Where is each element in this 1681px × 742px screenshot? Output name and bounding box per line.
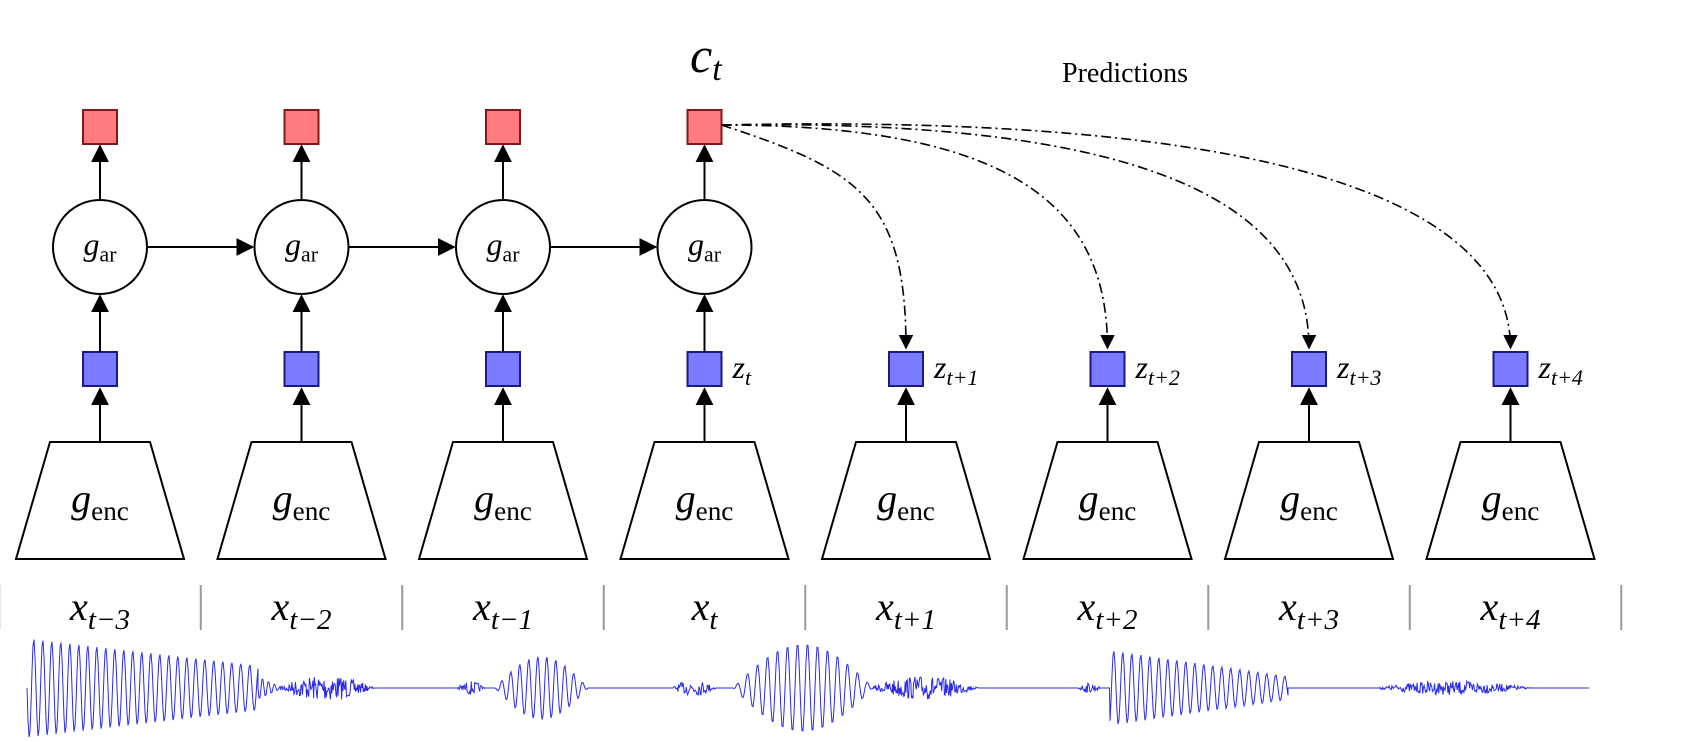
ar-label: gar — [487, 226, 521, 266]
column-0: xt−3 genc gar — [0, 109, 255, 636]
encoder-label: genc — [273, 476, 331, 526]
encoder-label: genc — [71, 476, 129, 526]
input-label: xt+3 — [1278, 584, 1339, 636]
context-c-square — [82, 109, 118, 145]
prediction-arrow — [721, 124, 914, 350]
latent-z-square — [1291, 351, 1327, 387]
prediction-arrow — [721, 123, 1317, 350]
column-2: xt−1 genc gar — [401, 109, 658, 636]
encoder-label: genc — [1280, 476, 1338, 526]
encoder-label: genc — [877, 476, 935, 526]
latent-z-square — [283, 351, 320, 387]
column-1: xt−2 genc gar — [199, 109, 456, 636]
column-4: xt+1 genc zt+1 — [804, 349, 992, 636]
encoder-block — [1223, 441, 1395, 560]
latent-z-square — [485, 351, 521, 387]
input-label: xt−3 — [69, 584, 130, 636]
latent-label: zt+3 — [1336, 349, 1381, 390]
latent-z-square — [1089, 351, 1126, 387]
input-label: xt−1 — [472, 584, 533, 636]
column-7: xt+4 genc zt+4 — [1408, 349, 1623, 636]
audio-waveform — [26, 639, 1590, 738]
prediction-arrow — [721, 124, 1115, 350]
encoder-block — [216, 441, 387, 560]
latent-z-square — [686, 351, 723, 387]
encoder-block — [1022, 441, 1193, 560]
column-6: xt+3 genc zt+3 — [1207, 349, 1395, 636]
context-c-square — [283, 109, 320, 145]
latent-label: zt+1 — [933, 349, 978, 390]
column-3: xt genc zt gar — [602, 109, 790, 636]
latent-z-square — [1492, 351, 1529, 387]
encoder-block — [619, 441, 790, 560]
context-title: ct — [690, 27, 723, 88]
encoder-label: genc — [676, 476, 734, 526]
encoder-block — [1425, 441, 1596, 560]
context-c-square — [686, 109, 723, 145]
input-label: xt−2 — [271, 584, 332, 636]
encoder-block — [820, 441, 992, 560]
column-5: xt+2 genc zt+2 — [1005, 349, 1193, 636]
latent-label: zt+4 — [1538, 349, 1583, 390]
predictions-label: Predictions — [1062, 58, 1188, 89]
input-label: xt — [691, 584, 719, 636]
context-c-square — [485, 109, 521, 145]
encoder-label: genc — [1079, 476, 1137, 526]
latent-z-square — [888, 351, 924, 387]
encoder-block — [417, 441, 589, 560]
prediction-arrow — [721, 123, 1518, 350]
input-label: xt+2 — [1077, 584, 1138, 636]
ar-label: gar — [84, 226, 118, 266]
latent-z-square — [82, 351, 118, 387]
ar-label: gar — [285, 226, 319, 266]
input-label: xt+1 — [875, 584, 936, 636]
latent-label: zt — [732, 349, 752, 390]
ar-label: gar — [688, 226, 722, 266]
latent-label: zt+2 — [1135, 349, 1180, 390]
encoder-label: genc — [1482, 476, 1540, 526]
encoder-label: genc — [474, 476, 532, 526]
encoder-block — [14, 441, 186, 560]
input-label: xt+4 — [1480, 584, 1541, 636]
